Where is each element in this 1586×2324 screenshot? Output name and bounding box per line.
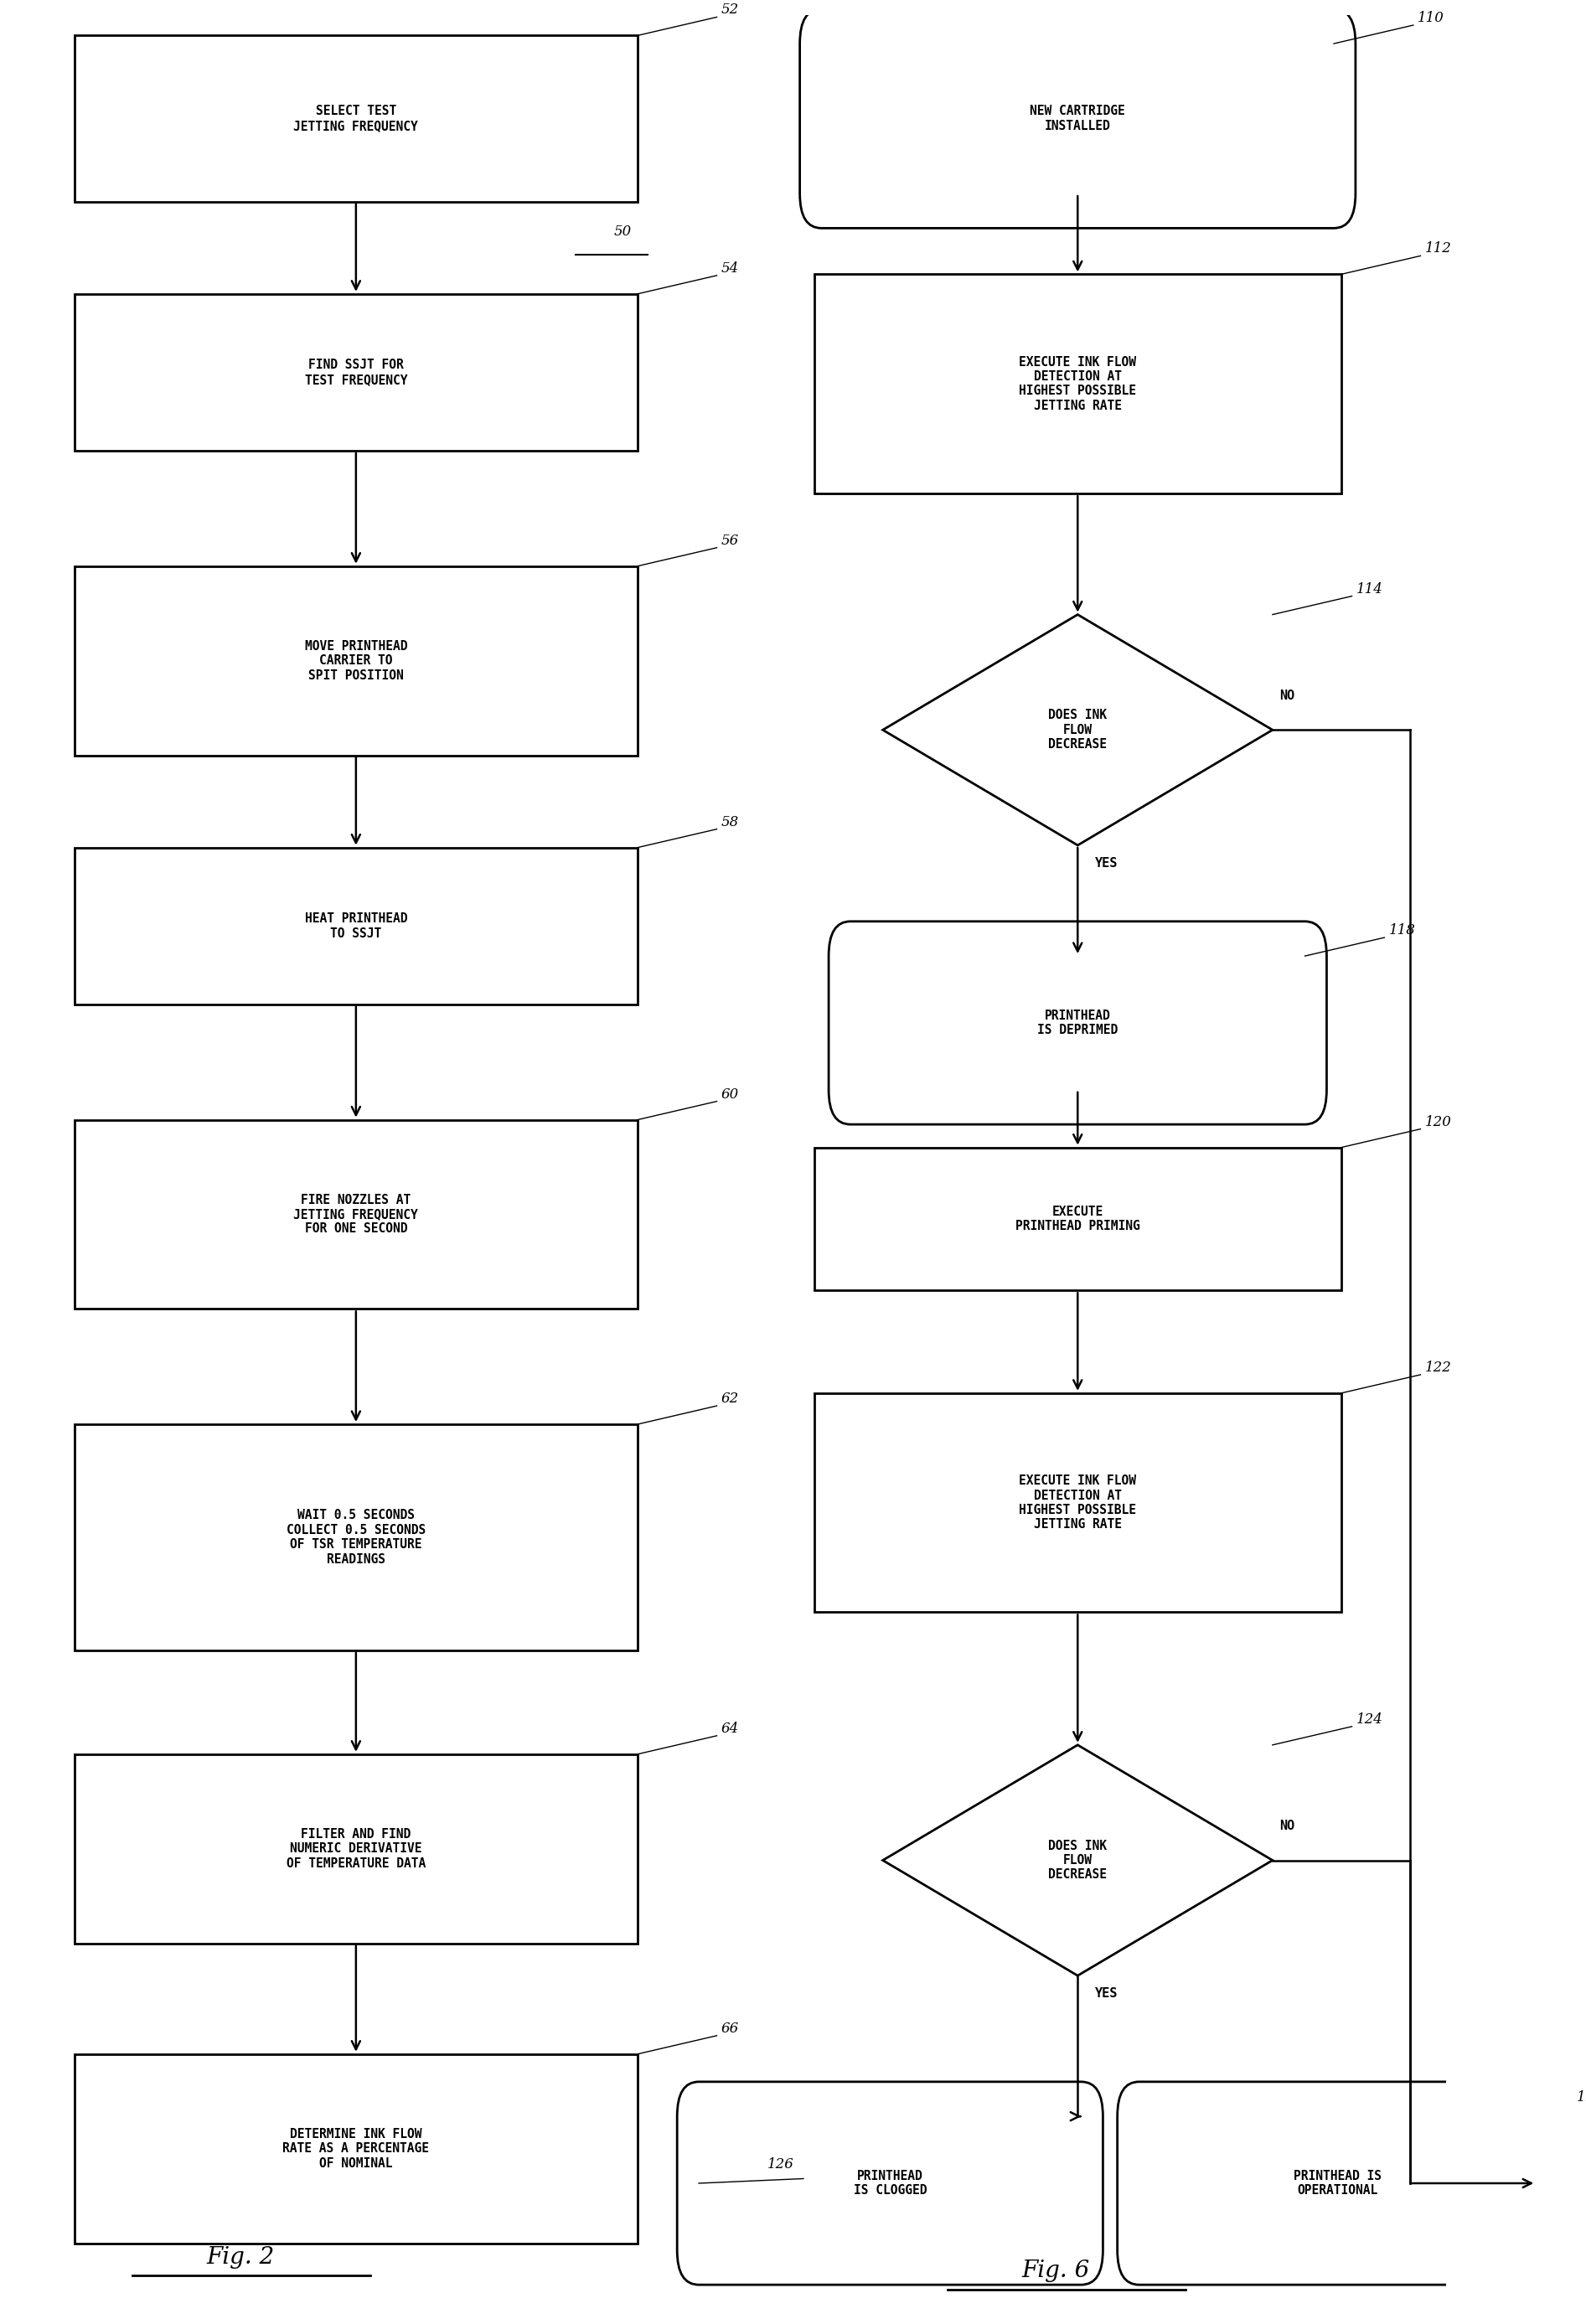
Text: 122: 122	[1424, 1360, 1451, 1376]
FancyBboxPatch shape	[828, 920, 1326, 1125]
FancyBboxPatch shape	[677, 2082, 1102, 2284]
Text: NO: NO	[1280, 1820, 1296, 1834]
FancyBboxPatch shape	[814, 274, 1342, 493]
Polygon shape	[883, 1745, 1272, 1975]
Text: 50: 50	[614, 225, 631, 239]
Text: DOES INK
FLOW
DECREASE: DOES INK FLOW DECREASE	[1048, 709, 1107, 751]
FancyBboxPatch shape	[75, 2054, 638, 2243]
Text: 56: 56	[722, 535, 739, 548]
Text: MOVE PRINTHEAD
CARRIER TO
SPIT POSITION: MOVE PRINTHEAD CARRIER TO SPIT POSITION	[305, 639, 408, 681]
Text: 124: 124	[1356, 1713, 1383, 1727]
Text: PRINTHEAD
IS DEPRIMED: PRINTHEAD IS DEPRIMED	[1037, 1009, 1118, 1037]
Text: FIRE NOZZLES AT
JETTING FREQUENCY
FOR ONE SECOND: FIRE NOZZLES AT JETTING FREQUENCY FOR ON…	[293, 1195, 419, 1236]
Text: 118: 118	[1389, 923, 1415, 937]
Text: HEAT PRINTHEAD
TO SSJT: HEAT PRINTHEAD TO SSJT	[305, 913, 408, 939]
FancyBboxPatch shape	[75, 35, 638, 202]
Text: 62: 62	[722, 1392, 739, 1406]
Text: 60: 60	[722, 1088, 739, 1102]
Text: 120: 120	[1424, 1116, 1451, 1129]
FancyBboxPatch shape	[814, 1392, 1342, 1613]
Polygon shape	[883, 614, 1272, 846]
FancyBboxPatch shape	[1118, 2082, 1557, 2284]
FancyBboxPatch shape	[75, 1755, 638, 1943]
Text: SELECT TEST
JETTING FREQUENCY: SELECT TEST JETTING FREQUENCY	[293, 105, 419, 132]
Text: EXECUTE INK FLOW
DETECTION AT
HIGHEST POSSIBLE
JETTING RATE: EXECUTE INK FLOW DETECTION AT HIGHEST PO…	[1020, 1473, 1136, 1532]
Text: YES: YES	[1094, 1987, 1118, 1999]
Text: Fig. 6: Fig. 6	[1021, 2259, 1090, 2282]
Text: EXECUTE
PRINTHEAD PRIMING: EXECUTE PRINTHEAD PRIMING	[1015, 1206, 1140, 1232]
Text: PRINTHEAD IS
OPERATIONAL: PRINTHEAD IS OPERATIONAL	[1294, 2171, 1381, 2196]
Text: NEW CARTRIDGE
INSTALLED: NEW CARTRIDGE INSTALLED	[1029, 105, 1126, 132]
FancyBboxPatch shape	[799, 9, 1356, 228]
FancyBboxPatch shape	[75, 1120, 638, 1308]
Text: 116: 116	[1576, 2092, 1586, 2106]
Text: 114: 114	[1356, 581, 1383, 597]
FancyBboxPatch shape	[75, 567, 638, 755]
Text: FIND SSJT FOR
TEST FREQUENCY: FIND SSJT FOR TEST FREQUENCY	[305, 358, 408, 386]
Text: 54: 54	[722, 260, 739, 277]
Text: Fig. 2: Fig. 2	[206, 2245, 274, 2268]
Text: EXECUTE INK FLOW
DETECTION AT
HIGHEST POSSIBLE
JETTING RATE: EXECUTE INK FLOW DETECTION AT HIGHEST PO…	[1020, 356, 1136, 411]
Text: DOES INK
FLOW
DECREASE: DOES INK FLOW DECREASE	[1048, 1838, 1107, 1880]
Text: 110: 110	[1418, 12, 1445, 26]
Text: DETERMINE INK FLOW
RATE AS A PERCENTAGE
OF NOMINAL: DETERMINE INK FLOW RATE AS A PERCENTAGE …	[282, 2129, 430, 2171]
Text: YES: YES	[1094, 858, 1118, 869]
Text: 112: 112	[1424, 242, 1451, 256]
Text: 66: 66	[722, 2022, 739, 2036]
Text: 126: 126	[768, 2157, 795, 2171]
Text: 58: 58	[722, 816, 739, 830]
Text: NO: NO	[1280, 690, 1296, 702]
FancyBboxPatch shape	[814, 1148, 1342, 1290]
Text: 52: 52	[722, 2, 739, 16]
FancyBboxPatch shape	[75, 293, 638, 451]
FancyBboxPatch shape	[75, 848, 638, 1004]
Text: 64: 64	[722, 1722, 739, 1736]
Text: PRINTHEAD
IS CLOGGED: PRINTHEAD IS CLOGGED	[853, 2171, 926, 2196]
Text: FILTER AND FIND
NUMERIC DERIVATIVE
OF TEMPERATURE DATA: FILTER AND FIND NUMERIC DERIVATIVE OF TE…	[287, 1829, 425, 1868]
Text: WAIT 0.5 SECONDS
COLLECT 0.5 SECONDS
OF TSR TEMPERATURE
READINGS: WAIT 0.5 SECONDS COLLECT 0.5 SECONDS OF …	[287, 1508, 425, 1566]
FancyBboxPatch shape	[75, 1425, 638, 1650]
